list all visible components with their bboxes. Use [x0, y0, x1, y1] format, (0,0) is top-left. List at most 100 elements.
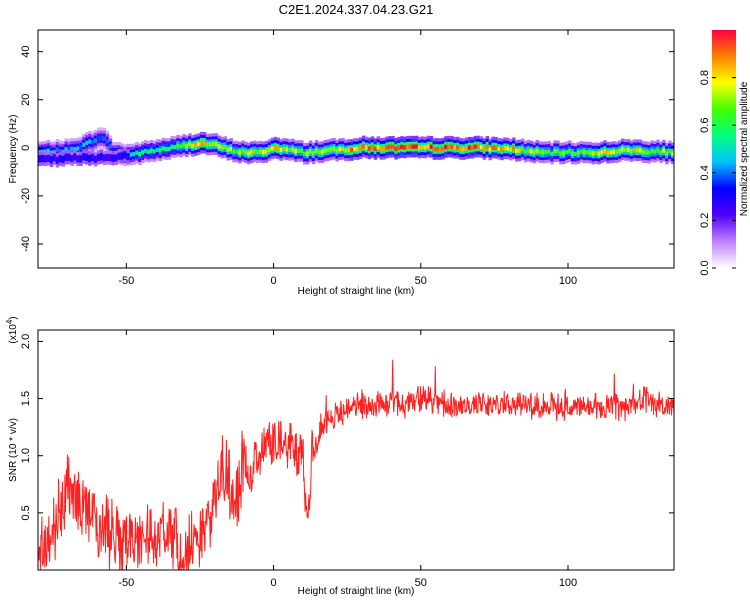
heatmap-cell [553, 149, 557, 154]
heatmap-cell [520, 147, 525, 152]
snr-y-tick-label: 0.5 [20, 505, 32, 520]
heatmap-cell [49, 156, 54, 164]
snr-y-tick-label: 1.5 [20, 391, 32, 406]
heatmap-cell [108, 144, 113, 149]
heatmap-cell [85, 153, 89, 161]
heatmap-cell [55, 147, 60, 152]
heatmap-frame [37, 29, 675, 269]
heatmap-cell [606, 150, 610, 155]
heatmap-cell [38, 155, 42, 163]
heatmap-cell [114, 154, 119, 162]
heatmap-y-tick-label: 0 [20, 145, 32, 151]
heatmap-cell [509, 147, 513, 152]
heatmap-cell [202, 140, 207, 145]
heatmap-cell [261, 150, 266, 155]
heatmap-cell [517, 148, 522, 153]
heatmap-cell [568, 149, 572, 154]
heatmap-cell [179, 144, 183, 149]
heatmap-cell [409, 144, 413, 149]
heatmap-cell [73, 153, 77, 161]
heatmap-cell [96, 136, 101, 141]
colorbar-tick-label: 0.0 [699, 260, 711, 275]
snr-x-tick-label: 50 [415, 577, 427, 589]
heatmap-cell [40, 154, 45, 163]
heatmap-cell [335, 148, 339, 153]
heatmap-cell [653, 149, 657, 154]
heatmap-cell [479, 144, 484, 150]
heatmap-cell [674, 144, 678, 159]
heatmap-cell [376, 144, 381, 150]
heatmap-x-tick-label: 0 [270, 275, 276, 287]
heatmap-cell [99, 153, 104, 161]
heatmap-cell [497, 146, 501, 151]
heatmap-cell [155, 147, 160, 152]
heatmap-cell [674, 140, 678, 162]
heatmap-cell [146, 149, 151, 154]
heatmap-cell [485, 144, 490, 149]
heatmap-cell [267, 148, 272, 153]
heatmap-cell [320, 150, 325, 155]
heatmap-cell [323, 148, 328, 153]
colorbar-tick-label: 0.6 [699, 118, 711, 133]
heatmap-cell [314, 148, 319, 153]
heatmap-cell [67, 153, 71, 161]
snr-plot-area [38, 330, 674, 570]
heatmap-cell [491, 145, 495, 150]
heatmap-cell [279, 147, 283, 153]
heatmap-cell [438, 146, 442, 152]
heatmap-cell [191, 143, 195, 148]
heatmap-cell [70, 146, 74, 151]
heatmap-cell [297, 148, 301, 153]
heatmap-cell [317, 150, 322, 155]
heatmap-cell [641, 149, 646, 155]
heatmap-cell [353, 146, 357, 152]
heatmap-cell [356, 146, 360, 152]
heatmap-cell [338, 147, 342, 152]
heatmap-y-tick-label: 20 [20, 94, 32, 106]
heatmap-cell [217, 144, 222, 149]
heatmap-cell [52, 154, 57, 162]
heatmap-cell [462, 147, 466, 152]
colorbar-tick-label: 0.8 [699, 70, 711, 85]
heatmap-cell [73, 147, 77, 152]
heatmap-cell [43, 155, 48, 163]
heatmap-cell [88, 139, 92, 144]
heatmap-cell [58, 155, 63, 163]
heatmap-cell [612, 149, 616, 155]
heatmap-cell [444, 144, 448, 150]
heatmap-cell [208, 142, 213, 147]
heatmap-cell [102, 136, 107, 141]
heatmap-cell [132, 152, 136, 157]
heatmap-cell [538, 150, 543, 155]
heatmap-cell [659, 150, 663, 155]
heatmap-y-axis-label: Frequency (Hz) [8, 115, 19, 184]
heatmap-cell [441, 146, 445, 151]
heatmap-cell [547, 149, 551, 154]
heatmap-cell [674, 149, 678, 153]
heatmap-cell [576, 150, 581, 156]
heatmap-cell [82, 153, 86, 161]
heatmap-cell [64, 147, 68, 152]
heatmap-cell [453, 145, 457, 150]
heatmap-cell [58, 149, 63, 154]
heatmap-cell [46, 154, 51, 162]
heatmap-cell [470, 145, 475, 150]
heatmap-cell [61, 155, 66, 163]
heatmap-cell [391, 144, 395, 149]
heatmap-cell [650, 149, 654, 154]
heatmap-cell [232, 149, 236, 154]
heatmap-cell [506, 146, 510, 151]
heatmap-cell [250, 150, 254, 155]
heatmap-cell [379, 146, 384, 152]
heatmap-x-tick-label: 100 [559, 275, 577, 287]
heatmap-cell [61, 149, 66, 155]
heatmap-cell [662, 148, 666, 153]
heatmap-cell [226, 147, 230, 152]
heatmap-cell [494, 145, 498, 150]
heatmap-cell [503, 146, 507, 151]
heatmap-cell [220, 145, 225, 150]
heatmap-cell [603, 148, 607, 154]
heatmap-cell [373, 146, 378, 152]
heatmap-cell [229, 146, 233, 152]
heatmap-cell [105, 139, 110, 144]
